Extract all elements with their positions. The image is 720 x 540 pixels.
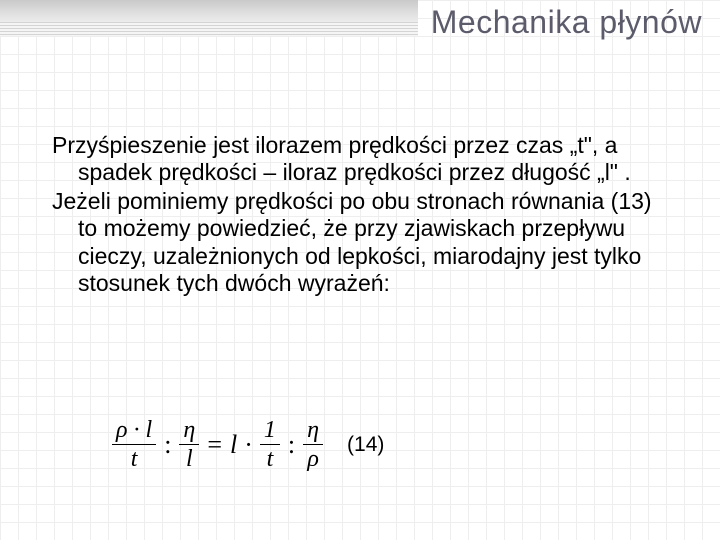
formula-row: ρ · l t : η l = l · 1 t : η ρ (112, 418, 384, 471)
equals-sign: = (205, 430, 224, 460)
title-stripe-band (0, 22, 418, 36)
title-bar: Mechanika płynów (0, 0, 720, 46)
frac-num: η (303, 418, 323, 442)
title-gradient-band (0, 0, 418, 22)
term-l: l (230, 430, 237, 460)
paragraph-1: Przyśpieszenie jest ilorazem prędkości p… (52, 132, 664, 186)
frac-bar (112, 444, 156, 445)
frac-bar (260, 444, 280, 445)
frac-den: t (127, 447, 142, 471)
frac-bar (303, 444, 323, 445)
slide-title: Mechanika płynów (431, 4, 702, 41)
fraction-eta-over-rho: η ρ (303, 418, 323, 471)
slide: Mechanika płynów Przyśpieszenie jest ilo… (0, 0, 720, 540)
frac-bar (179, 444, 199, 445)
frac-den: ρ (303, 447, 323, 471)
multiplication-dot: · (243, 430, 254, 460)
frac-num: 1 (260, 418, 280, 442)
frac-den: l (182, 447, 197, 471)
frac-num: η (179, 418, 199, 442)
fraction-rho-l-over-t: ρ · l t (112, 418, 156, 471)
frac-den: t (263, 447, 278, 471)
equation-number: (14) (347, 433, 384, 457)
division-colon: : (286, 430, 297, 460)
division-colon: : (162, 430, 173, 460)
fraction-eta-over-l: η l (179, 418, 199, 471)
fraction-1-over-t: 1 t (260, 418, 280, 471)
frac-num: ρ · l (112, 418, 156, 442)
equation-14: ρ · l t : η l = l · 1 t : η ρ (112, 418, 323, 471)
paragraph-2: Jeżeli pominiemy prędkości po obu strona… (52, 188, 664, 297)
body-text: Przyśpieszenie jest ilorazem prędkości p… (52, 132, 664, 299)
